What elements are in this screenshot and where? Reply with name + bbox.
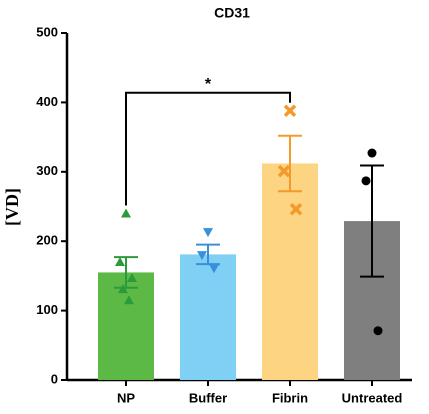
data-point [127,272,137,282]
y-axis-label: [VD] [2,188,22,226]
error-bar [196,243,220,266]
error-bar [114,256,138,289]
data-point [115,257,125,267]
bar [180,254,236,380]
y-tick-label: 100 [36,302,58,317]
data-point [277,164,291,178]
data-point [118,284,128,294]
data-point [283,104,297,117]
error-bar [278,134,302,193]
error-bar [360,164,384,278]
bar [262,163,318,380]
significance-label: * [205,76,212,93]
y-tick-label: 0 [51,371,58,386]
y-tick-label: 300 [36,163,58,178]
x-tick-label: Buffer [189,390,227,405]
data-point [289,203,303,216]
y-tick-label: 500 [36,24,58,39]
data-point [209,264,219,274]
chart-title: CD31 [214,5,250,21]
x-tick-label: NP [117,390,135,405]
data-point [121,208,131,218]
x-tick-label: Fibrin [272,390,308,405]
y-tick-label: 200 [36,233,58,248]
significance-bracket [125,91,291,206]
y-tick-label: 400 [36,94,58,109]
data-point [203,228,213,238]
data-point [373,326,383,336]
x-tick-label: Untreated [342,390,403,405]
data-point [124,295,134,305]
data-point [197,251,207,261]
data-point [367,148,377,158]
data-point [361,176,371,186]
